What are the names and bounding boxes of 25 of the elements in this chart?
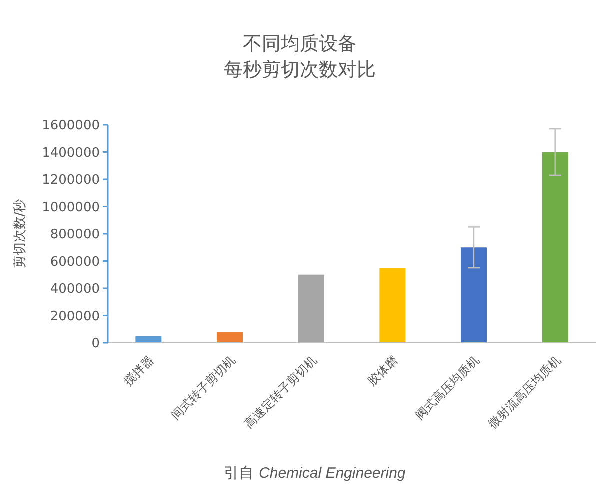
x-tick-label: 搅拌器 <box>121 353 157 389</box>
y-tick-label: 800000 <box>50 228 100 242</box>
x-tick-label: 高速定转子剪切机 <box>242 353 320 432</box>
bar <box>136 336 162 343</box>
y-tick-label: 400000 <box>50 282 100 297</box>
y-tick-label: 0 <box>92 336 100 352</box>
y-tick-label: 1200000 <box>42 173 100 188</box>
bar <box>217 332 243 343</box>
x-tick-label: 间式转子剪切机 <box>168 353 238 423</box>
bar <box>461 248 487 343</box>
chart-title: 不同均质设备 <box>243 33 357 55</box>
x-tick-label: 阀式高压均质机 <box>412 353 482 423</box>
bar <box>298 274 324 343</box>
y-tick-label: 600000 <box>50 254 100 270</box>
y-tick-label: 1400000 <box>42 146 100 161</box>
bar <box>380 268 406 343</box>
chart-subtitle: 每秒剪切次数对比 <box>224 59 376 81</box>
y-tick-label: 1600000 <box>42 118 100 134</box>
x-tick-label: 微射流高压均质机 <box>486 353 564 432</box>
x-tick-label: 胶体磨 <box>365 353 401 389</box>
y-tick-label: 1000000 <box>42 200 100 216</box>
bar <box>542 152 568 343</box>
y-axis-title: 剪切次数/秒 <box>13 199 28 269</box>
text: 引自 Chemical Engineering <box>224 464 406 482</box>
y-tick-label: 200000 <box>50 309 100 324</box>
